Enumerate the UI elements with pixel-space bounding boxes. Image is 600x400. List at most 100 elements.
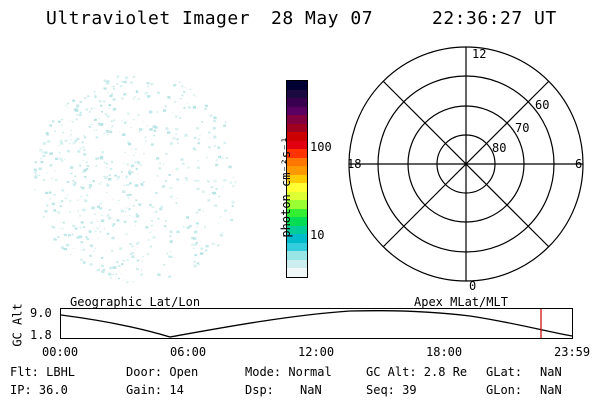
- emission-speckle: [157, 217, 160, 220]
- emission-speckle: [212, 191, 217, 195]
- emission-speckle: [181, 85, 184, 88]
- emission-speckle: [186, 179, 188, 181]
- emission-speckle: [82, 261, 86, 264]
- colorbar-tick-10: 10: [310, 228, 325, 242]
- emission-speckle: [196, 262, 200, 265]
- emission-speckle: [125, 177, 128, 179]
- emission-speckle: [213, 120, 216, 123]
- emission-speckle: [186, 226, 190, 229]
- emission-speckle: [131, 245, 134, 248]
- emission-speckle: [230, 218, 234, 222]
- emission-speckle: [179, 81, 181, 83]
- colorbar-segment: [287, 251, 307, 260]
- emission-speckle: [165, 220, 167, 222]
- emission-speckle: [204, 249, 208, 252]
- info-glon-value: NaN: [540, 383, 562, 397]
- emission-speckle: [189, 89, 192, 91]
- emission-speckle: [174, 101, 177, 103]
- emission-speckle: [217, 146, 221, 149]
- emission-speckle: [83, 135, 85, 137]
- mlt-label-12: 12: [472, 47, 486, 61]
- emission-speckle: [106, 183, 108, 185]
- emission-speckle: [176, 197, 179, 199]
- emission-speckle: [134, 96, 136, 98]
- emission-speckle: [78, 113, 82, 117]
- emission-speckle: [212, 127, 216, 130]
- instrument-title: Ultraviolet Imager: [46, 8, 251, 29]
- emission-speckle: [95, 165, 97, 167]
- emission-speckle: [118, 131, 120, 133]
- emission-speckle: [150, 224, 153, 227]
- emission-speckle: [57, 120, 60, 123]
- emission-speckle: [96, 205, 100, 209]
- emission-speckle: [106, 166, 108, 168]
- emission-speckle: [111, 93, 114, 96]
- colorbar-segment: [287, 166, 307, 175]
- emission-speckle: [48, 191, 52, 194]
- emission-speckle: [100, 181, 103, 184]
- emission-speckle: [135, 152, 137, 154]
- emission-speckle: [33, 168, 37, 171]
- emission-speckle: [192, 106, 197, 109]
- emission-speckle: [112, 266, 117, 269]
- emission-speckle: [96, 227, 99, 230]
- emission-speckle: [184, 177, 188, 180]
- emission-speckle: [49, 124, 52, 127]
- emission-speckle: [167, 131, 171, 134]
- emission-speckle: [137, 241, 140, 243]
- emission-speckle: [137, 214, 139, 216]
- orbit-y-min: 1.8: [30, 328, 52, 342]
- colorbar-segment: [287, 191, 307, 201]
- emission-speckle: [82, 146, 85, 149]
- info-gc-alt: GC Alt: 2.8 Re: [366, 365, 468, 379]
- emission-speckle: [203, 227, 206, 229]
- emission-speckle: [133, 154, 135, 156]
- colorbar-segment: [287, 132, 307, 141]
- emission-speckle: [105, 192, 108, 194]
- colorbar-segment: [287, 174, 307, 184]
- emission-speckle: [116, 219, 120, 222]
- emission-speckle: [140, 183, 144, 186]
- emission-speckle: [97, 157, 100, 159]
- emission-speckle: [66, 180, 70, 183]
- emission-speckle: [69, 120, 71, 122]
- emission-speckle: [123, 118, 125, 120]
- emission-speckle: [163, 225, 167, 228]
- emission-speckle: [116, 261, 119, 264]
- emission-speckle: [134, 225, 137, 227]
- emission-speckle: [144, 91, 148, 95]
- emission-speckle: [82, 170, 86, 174]
- emission-speckle: [99, 207, 103, 210]
- emission-speckle: [51, 177, 53, 180]
- emission-speckle: [82, 160, 84, 161]
- emission-speckle: [110, 168, 113, 170]
- emission-speckle: [47, 140, 51, 143]
- emission-speckle: [186, 102, 188, 104]
- emission-speckle: [116, 176, 120, 179]
- emission-speckle: [194, 179, 197, 182]
- emission-speckle: [72, 99, 76, 102]
- emission-speckle: [137, 98, 140, 100]
- emission-speckle: [109, 276, 113, 279]
- emission-speckle: [163, 109, 167, 112]
- emission-speckle: [70, 129, 72, 131]
- info-glat-value: NaN: [540, 365, 562, 379]
- emission-speckle: [179, 98, 182, 100]
- emission-speckle: [206, 157, 208, 158]
- emission-speckle: [228, 165, 232, 169]
- emission-speckle: [123, 184, 125, 186]
- emission-speckle: [122, 190, 126, 193]
- emission-speckle: [106, 115, 110, 118]
- emission-speckle: [204, 108, 207, 110]
- emission-speckle: [116, 75, 120, 78]
- emission-speckle: [223, 179, 227, 182]
- emission-speckle: [129, 174, 131, 176]
- emission-speckle: [196, 226, 198, 228]
- emission-speckle: [149, 245, 152, 248]
- emission-speckle: [205, 244, 209, 248]
- emission-speckle: [58, 145, 60, 146]
- emission-speckle: [169, 251, 172, 253]
- emission-speckle: [218, 155, 222, 159]
- emission-speckle: [99, 104, 103, 107]
- emission-speckle: [125, 211, 127, 213]
